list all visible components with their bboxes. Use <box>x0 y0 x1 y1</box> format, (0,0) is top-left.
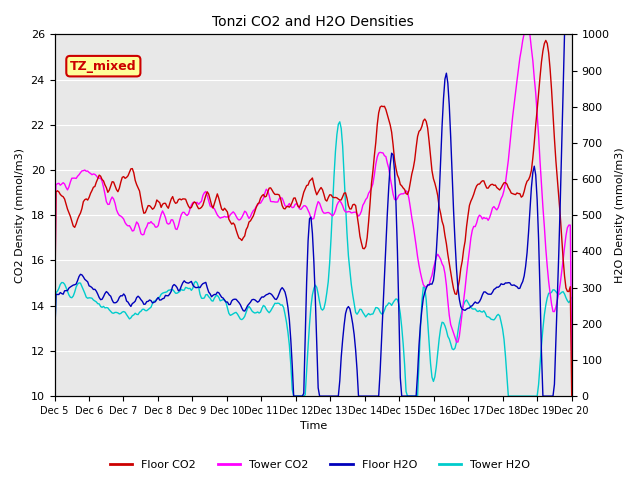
Title: Tonzi CO2 and H2O Densities: Tonzi CO2 and H2O Densities <box>212 15 414 29</box>
Text: TZ_mixed: TZ_mixed <box>70 60 137 72</box>
Y-axis label: H2O Density (mmol/m3): H2O Density (mmol/m3) <box>615 147 625 283</box>
Y-axis label: CO2 Density (mmol/m3): CO2 Density (mmol/m3) <box>15 148 25 283</box>
Legend: Floor CO2, Tower CO2, Floor H2O, Tower H2O: Floor CO2, Tower CO2, Floor H2O, Tower H… <box>105 456 535 474</box>
X-axis label: Time: Time <box>300 421 327 432</box>
